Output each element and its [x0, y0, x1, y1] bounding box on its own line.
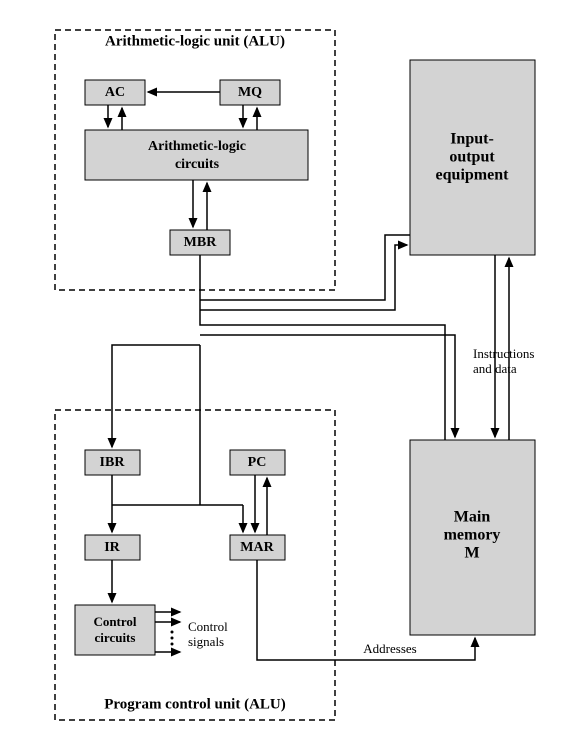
mem-label3: M: [464, 545, 479, 562]
mbr-label: MBR: [184, 235, 218, 250]
ctrl-dot-1: [171, 631, 174, 634]
ctrl-label1: Control: [93, 614, 136, 629]
mem-label1: Main: [454, 509, 491, 526]
io-label3: equipment: [436, 167, 510, 184]
alu-group-label: Arithmetic-logic unit (ALU): [105, 33, 285, 49]
io-label1: Input-: [450, 131, 494, 148]
addresses-label: Addresses: [363, 641, 416, 656]
io-label2: output: [449, 149, 495, 166]
ctrl-label2: circuits: [95, 630, 136, 645]
alc-node: [85, 130, 308, 180]
alc-label1: Arithmetic-logic: [148, 139, 246, 154]
edge-mem-mbr-in: [200, 320, 445, 440]
pc-label: PC: [248, 455, 267, 470]
alc-label2: circuits: [175, 157, 220, 172]
mar-label: MAR: [240, 540, 274, 555]
edge-mbr-ibr: [112, 345, 200, 447]
ibr-label: IBR: [100, 455, 126, 470]
ctrl-dot-3: [171, 643, 174, 646]
instr-label1: Instructions: [473, 346, 534, 361]
ir-label: IR: [104, 540, 120, 555]
pcu-group-label: Program control unit (ALU): [104, 696, 286, 712]
ac-label: AC: [105, 85, 125, 100]
mem-label2: memory: [444, 527, 501, 544]
edge-mbr-mem-out: [200, 335, 455, 437]
mq-label: MQ: [238, 85, 262, 100]
ctrl-sig-label1: Control: [188, 619, 228, 634]
ctrl-sig-label2: signals: [188, 634, 224, 649]
ctrl-dot-2: [171, 637, 174, 640]
